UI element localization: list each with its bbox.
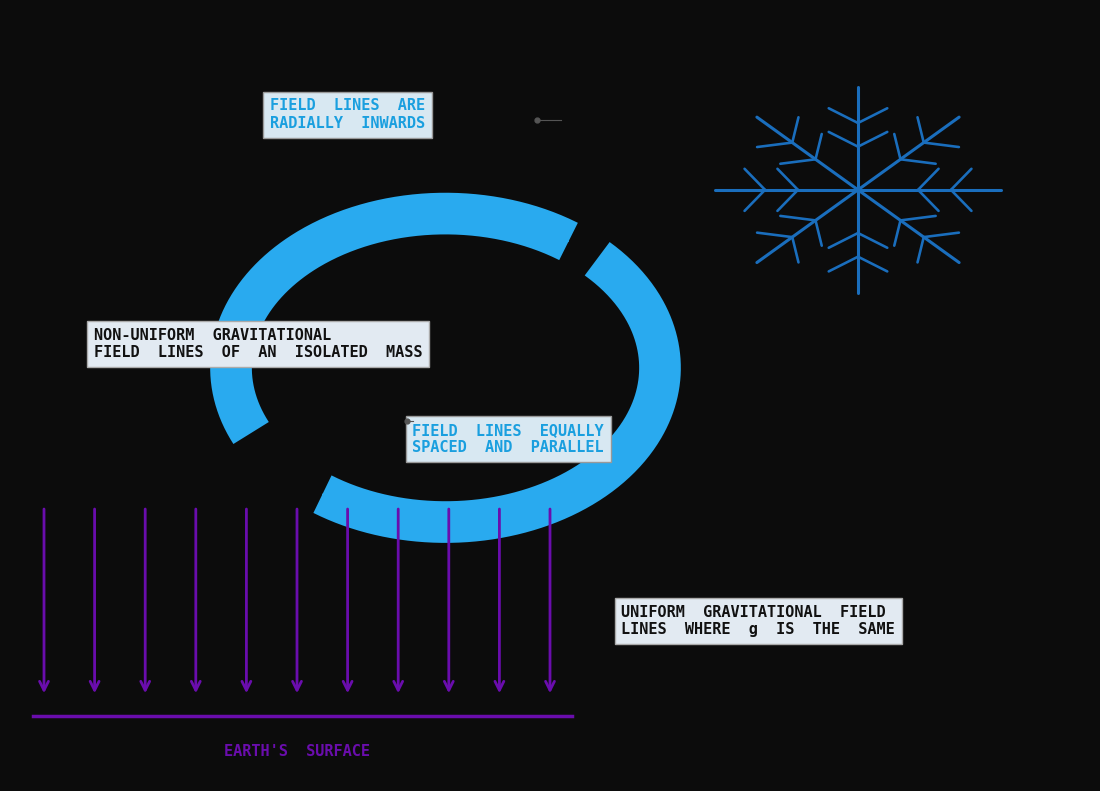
Text: UNIFORM  GRAVITATIONAL  FIELD
LINES  WHERE  g  IS  THE  SAME: UNIFORM GRAVITATIONAL FIELD LINES WHERE … [621, 605, 895, 637]
Text: FIELD  LINES  ARE
RADIALLY  INWARDS: FIELD LINES ARE RADIALLY INWARDS [270, 99, 425, 131]
Text: NON-UNIFORM  GRAVITATIONAL
FIELD  LINES  OF  AN  ISOLATED  MASS: NON-UNIFORM GRAVITATIONAL FIELD LINES OF… [94, 328, 422, 360]
Polygon shape [322, 494, 373, 525]
Text: FIELD  LINES  EQUALLY
SPACED  AND  PARALLEL: FIELD LINES EQUALLY SPACED AND PARALLEL [412, 423, 604, 455]
Polygon shape [518, 210, 569, 241]
Text: EARTH'S  SURFACE: EARTH'S SURFACE [224, 744, 370, 759]
